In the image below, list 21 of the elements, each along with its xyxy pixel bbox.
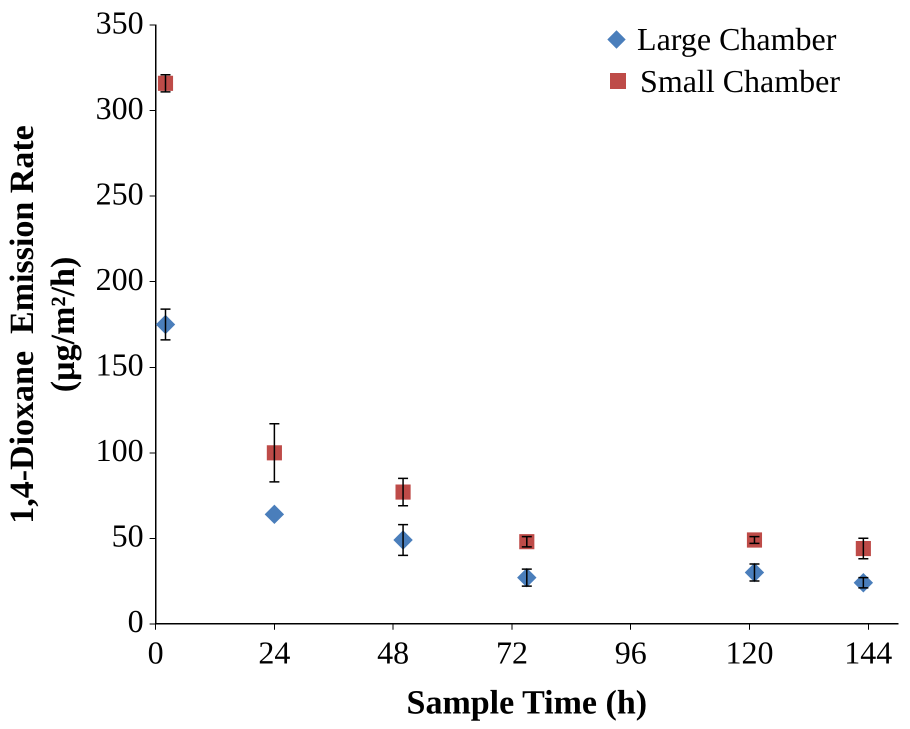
y-tick-label: 350 <box>96 4 144 41</box>
y-tick-label: 200 <box>96 261 144 298</box>
y-axis-title: 1,4-Dioxane Emission Rate (µg/m²/h) <box>4 125 82 524</box>
x-axis-title: Sample Time (h) <box>406 684 648 722</box>
y-tick-label: 150 <box>96 346 144 383</box>
y-tick-label: 300 <box>96 90 144 126</box>
point <box>854 573 873 592</box>
y-tick-label: 50 <box>112 518 144 554</box>
x-tick-label: 144 <box>844 634 892 670</box>
x-tick-label: 48 <box>377 634 410 670</box>
y-tick-label: 250 <box>96 176 144 212</box>
y-tick-label: 0 <box>128 603 144 640</box>
x-tick-label: 96 <box>614 634 647 670</box>
point <box>264 504 284 524</box>
legend-label: Large Chamber <box>637 20 836 59</box>
x-tick-label: 24 <box>258 634 290 670</box>
x-tick-label: 120 <box>726 634 774 670</box>
point <box>746 532 762 548</box>
legend-label: Small Chamber <box>640 62 840 101</box>
x-tick-label: 72 <box>496 634 528 670</box>
y-tick-label: 100 <box>96 432 144 468</box>
